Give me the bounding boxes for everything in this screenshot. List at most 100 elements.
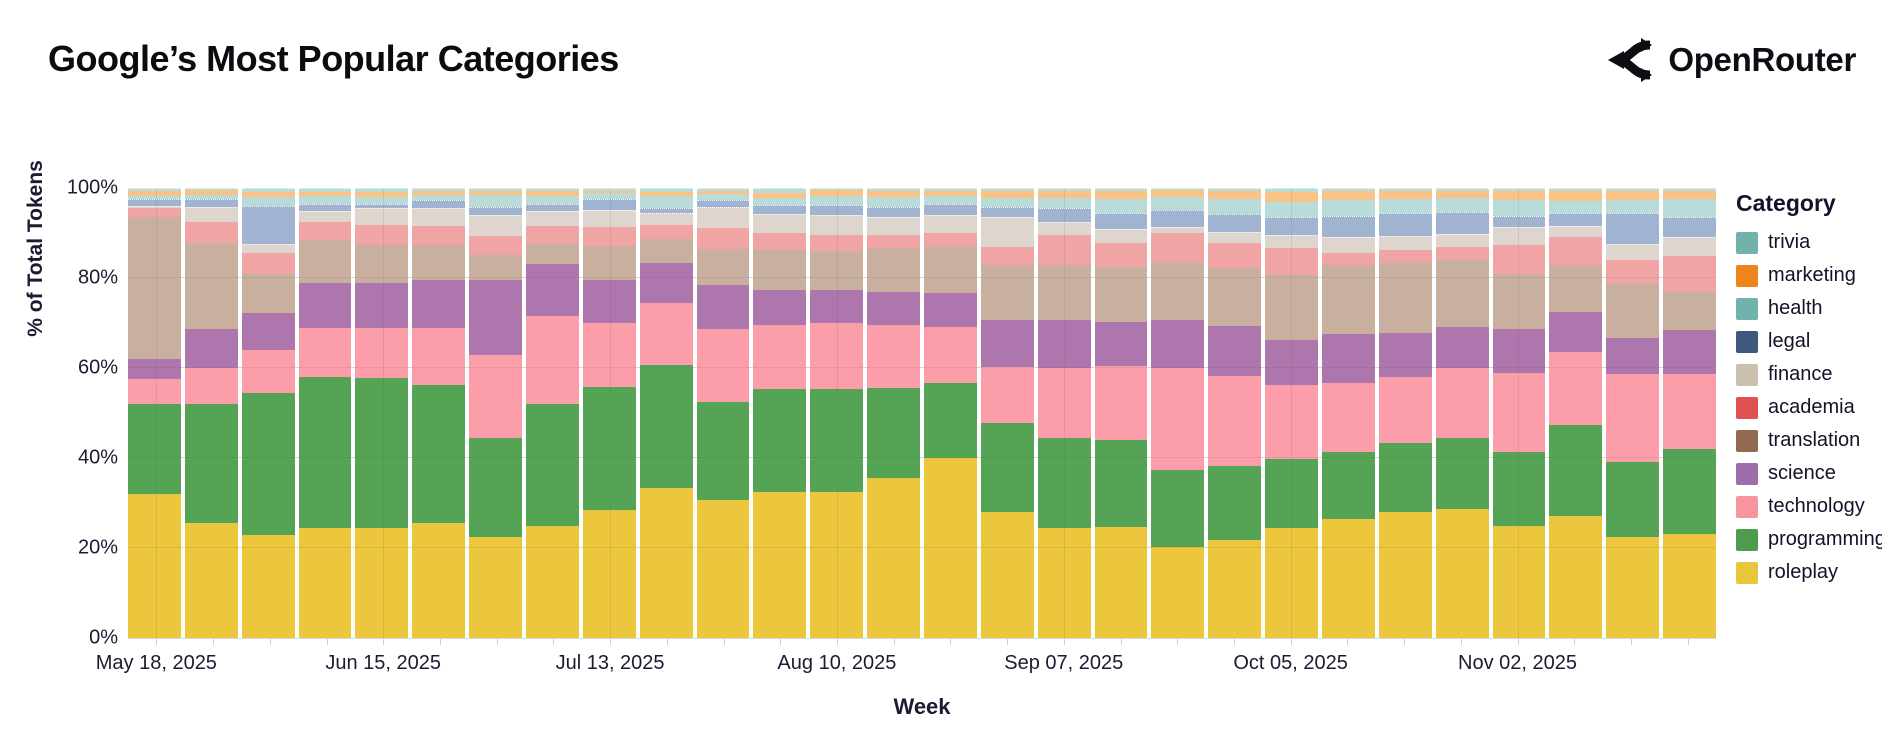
bar-week-may-18[interactable] (128, 188, 181, 638)
bar-segment-programming[interactable] (1549, 425, 1603, 517)
bar-segment-trivia[interactable] (639, 188, 693, 192)
bar-segment-trivia[interactable] (1094, 188, 1148, 192)
bar-segment-science[interactable] (128, 359, 181, 380)
bar-segment-translation[interactable] (1549, 264, 1603, 312)
bar-segment-health[interactable] (1549, 201, 1603, 214)
legend-item-science[interactable]: science (1736, 462, 1882, 485)
bar-segment-trivia[interactable] (1549, 188, 1603, 192)
legend-item-health[interactable]: health (1736, 297, 1882, 320)
bar-segment-trivia[interactable] (128, 188, 181, 192)
bar-segment-legal[interactable] (1094, 212, 1148, 229)
bar-segment-science[interactable] (1549, 311, 1603, 352)
bar-week-nov-02[interactable] (1492, 188, 1546, 638)
bar-segment-translation[interactable] (184, 242, 238, 329)
bar-week-nov-16[interactable] (1606, 188, 1660, 638)
bar-segment-roleplay[interactable] (241, 534, 295, 638)
bar-segment-science[interactable] (1435, 327, 1489, 369)
bar-segment-marketing[interactable] (184, 190, 238, 195)
bar-segment-trivia[interactable] (526, 188, 579, 192)
bar-segment-trivia[interactable] (924, 188, 977, 191)
bar-segment-legal[interactable] (1151, 209, 1205, 227)
bar-segment-science[interactable] (639, 262, 693, 304)
bar-segment-health[interactable] (412, 194, 466, 201)
legend-item-roleplay[interactable]: roleplay (1736, 561, 1882, 584)
bar-segment-roleplay[interactable] (298, 528, 352, 638)
bar-segment-programming[interactable] (412, 385, 466, 523)
bar-segment-finance[interactable] (1378, 235, 1432, 250)
bar-segment-marketing[interactable] (810, 190, 864, 197)
bar-segment-health[interactable] (526, 195, 579, 204)
bar-segment-translation[interactable] (298, 239, 352, 283)
bar-segment-programming[interactable] (241, 393, 295, 535)
bar-segment-translation[interactable] (696, 249, 750, 286)
bar-segment-translation[interactable] (639, 239, 693, 263)
bar-segment-technology[interactable] (980, 367, 1034, 423)
bar-segment-science[interactable] (867, 291, 921, 325)
bar-segment-health[interactable] (184, 194, 238, 200)
bar-segment-finance[interactable] (1037, 222, 1091, 235)
bar-segment-translation[interactable] (1606, 282, 1660, 338)
bar-segment-finance[interactable] (696, 206, 750, 229)
bar-segment-science[interactable] (1037, 319, 1091, 369)
bar-segment-trivia[interactable] (184, 188, 238, 191)
bar-segment-roleplay[interactable] (1151, 547, 1205, 638)
bar-segment-programming[interactable] (582, 386, 636, 511)
bar-segment-marketing[interactable] (469, 190, 523, 196)
bar-segment-roleplay[interactable] (1208, 539, 1262, 638)
bar-segment-health[interactable] (753, 197, 807, 206)
bar-segment-science[interactable] (1151, 319, 1205, 369)
bar-segment-trivia[interactable] (1265, 188, 1319, 192)
bar-segment-marketing[interactable] (1151, 190, 1205, 197)
legend-item-programming[interactable]: programming (1736, 528, 1882, 551)
bar-segment-roleplay[interactable] (980, 512, 1034, 638)
bar-segment-science[interactable] (924, 292, 977, 328)
legend-item-academia[interactable]: academia (1736, 396, 1882, 419)
bar-segment-academia[interactable] (1208, 242, 1262, 268)
bar-segment-health[interactable] (1151, 196, 1205, 210)
bar-segment-health[interactable] (1094, 199, 1148, 213)
bar-segment-technology[interactable] (1265, 385, 1319, 459)
bar-segment-technology[interactable] (412, 327, 466, 386)
bar-segment-legal[interactable] (810, 205, 864, 216)
bar-segment-science[interactable] (184, 328, 238, 368)
bar-segment-finance[interactable] (1549, 226, 1603, 238)
bar-segment-translation[interactable] (469, 255, 523, 280)
bar-segment-finance[interactable] (924, 215, 977, 234)
bar-segment-health[interactable] (469, 195, 523, 207)
bar-segment-technology[interactable] (1378, 377, 1432, 444)
bar-week-jun-01[interactable] (241, 188, 295, 638)
legend-item-trivia[interactable]: trivia (1736, 231, 1882, 254)
bar-segment-academia[interactable] (1151, 232, 1205, 263)
bar-segment-health[interactable] (1322, 200, 1375, 216)
bar-segment-academia[interactable] (1037, 234, 1091, 265)
bar-segment-programming[interactable] (1037, 438, 1091, 529)
bar-week-jul-06[interactable] (526, 188, 579, 638)
bar-segment-health[interactable] (128, 195, 181, 200)
bar-segment-programming[interactable] (1094, 440, 1148, 527)
bar-week-aug-17[interactable] (867, 188, 921, 638)
bar-segment-trivia[interactable] (1322, 188, 1375, 192)
bar-segment-legal[interactable] (1663, 216, 1717, 238)
bar-segment-programming[interactable] (753, 389, 807, 492)
bar-segment-programming[interactable] (1151, 470, 1205, 548)
bar-segment-health[interactable] (355, 197, 409, 205)
bar-segment-health[interactable] (1606, 200, 1660, 214)
bar-segment-legal[interactable] (1378, 212, 1432, 236)
bar-segment-translation[interactable] (1492, 273, 1546, 329)
bar-segment-technology[interactable] (1435, 368, 1489, 439)
bar-segment-legal[interactable] (1435, 211, 1489, 234)
bar-week-aug-10[interactable] (810, 188, 864, 638)
bar-segment-trivia[interactable] (867, 188, 921, 192)
bar-segment-academia[interactable] (1663, 255, 1717, 292)
bar-week-oct-19[interactable] (1378, 188, 1432, 638)
bar-segment-legal[interactable] (298, 203, 352, 211)
legend-item-legal[interactable]: legal (1736, 330, 1882, 353)
bar-segment-marketing[interactable] (1037, 191, 1091, 198)
bar-segment-legal[interactable] (241, 206, 295, 245)
bar-segment-finance[interactable] (412, 208, 466, 226)
bar-segment-programming[interactable] (810, 389, 864, 493)
bar-segment-technology[interactable] (867, 324, 921, 388)
bar-segment-finance[interactable] (582, 210, 636, 228)
bar-segment-trivia[interactable] (980, 188, 1034, 191)
bar-segment-legal[interactable] (1208, 213, 1262, 232)
